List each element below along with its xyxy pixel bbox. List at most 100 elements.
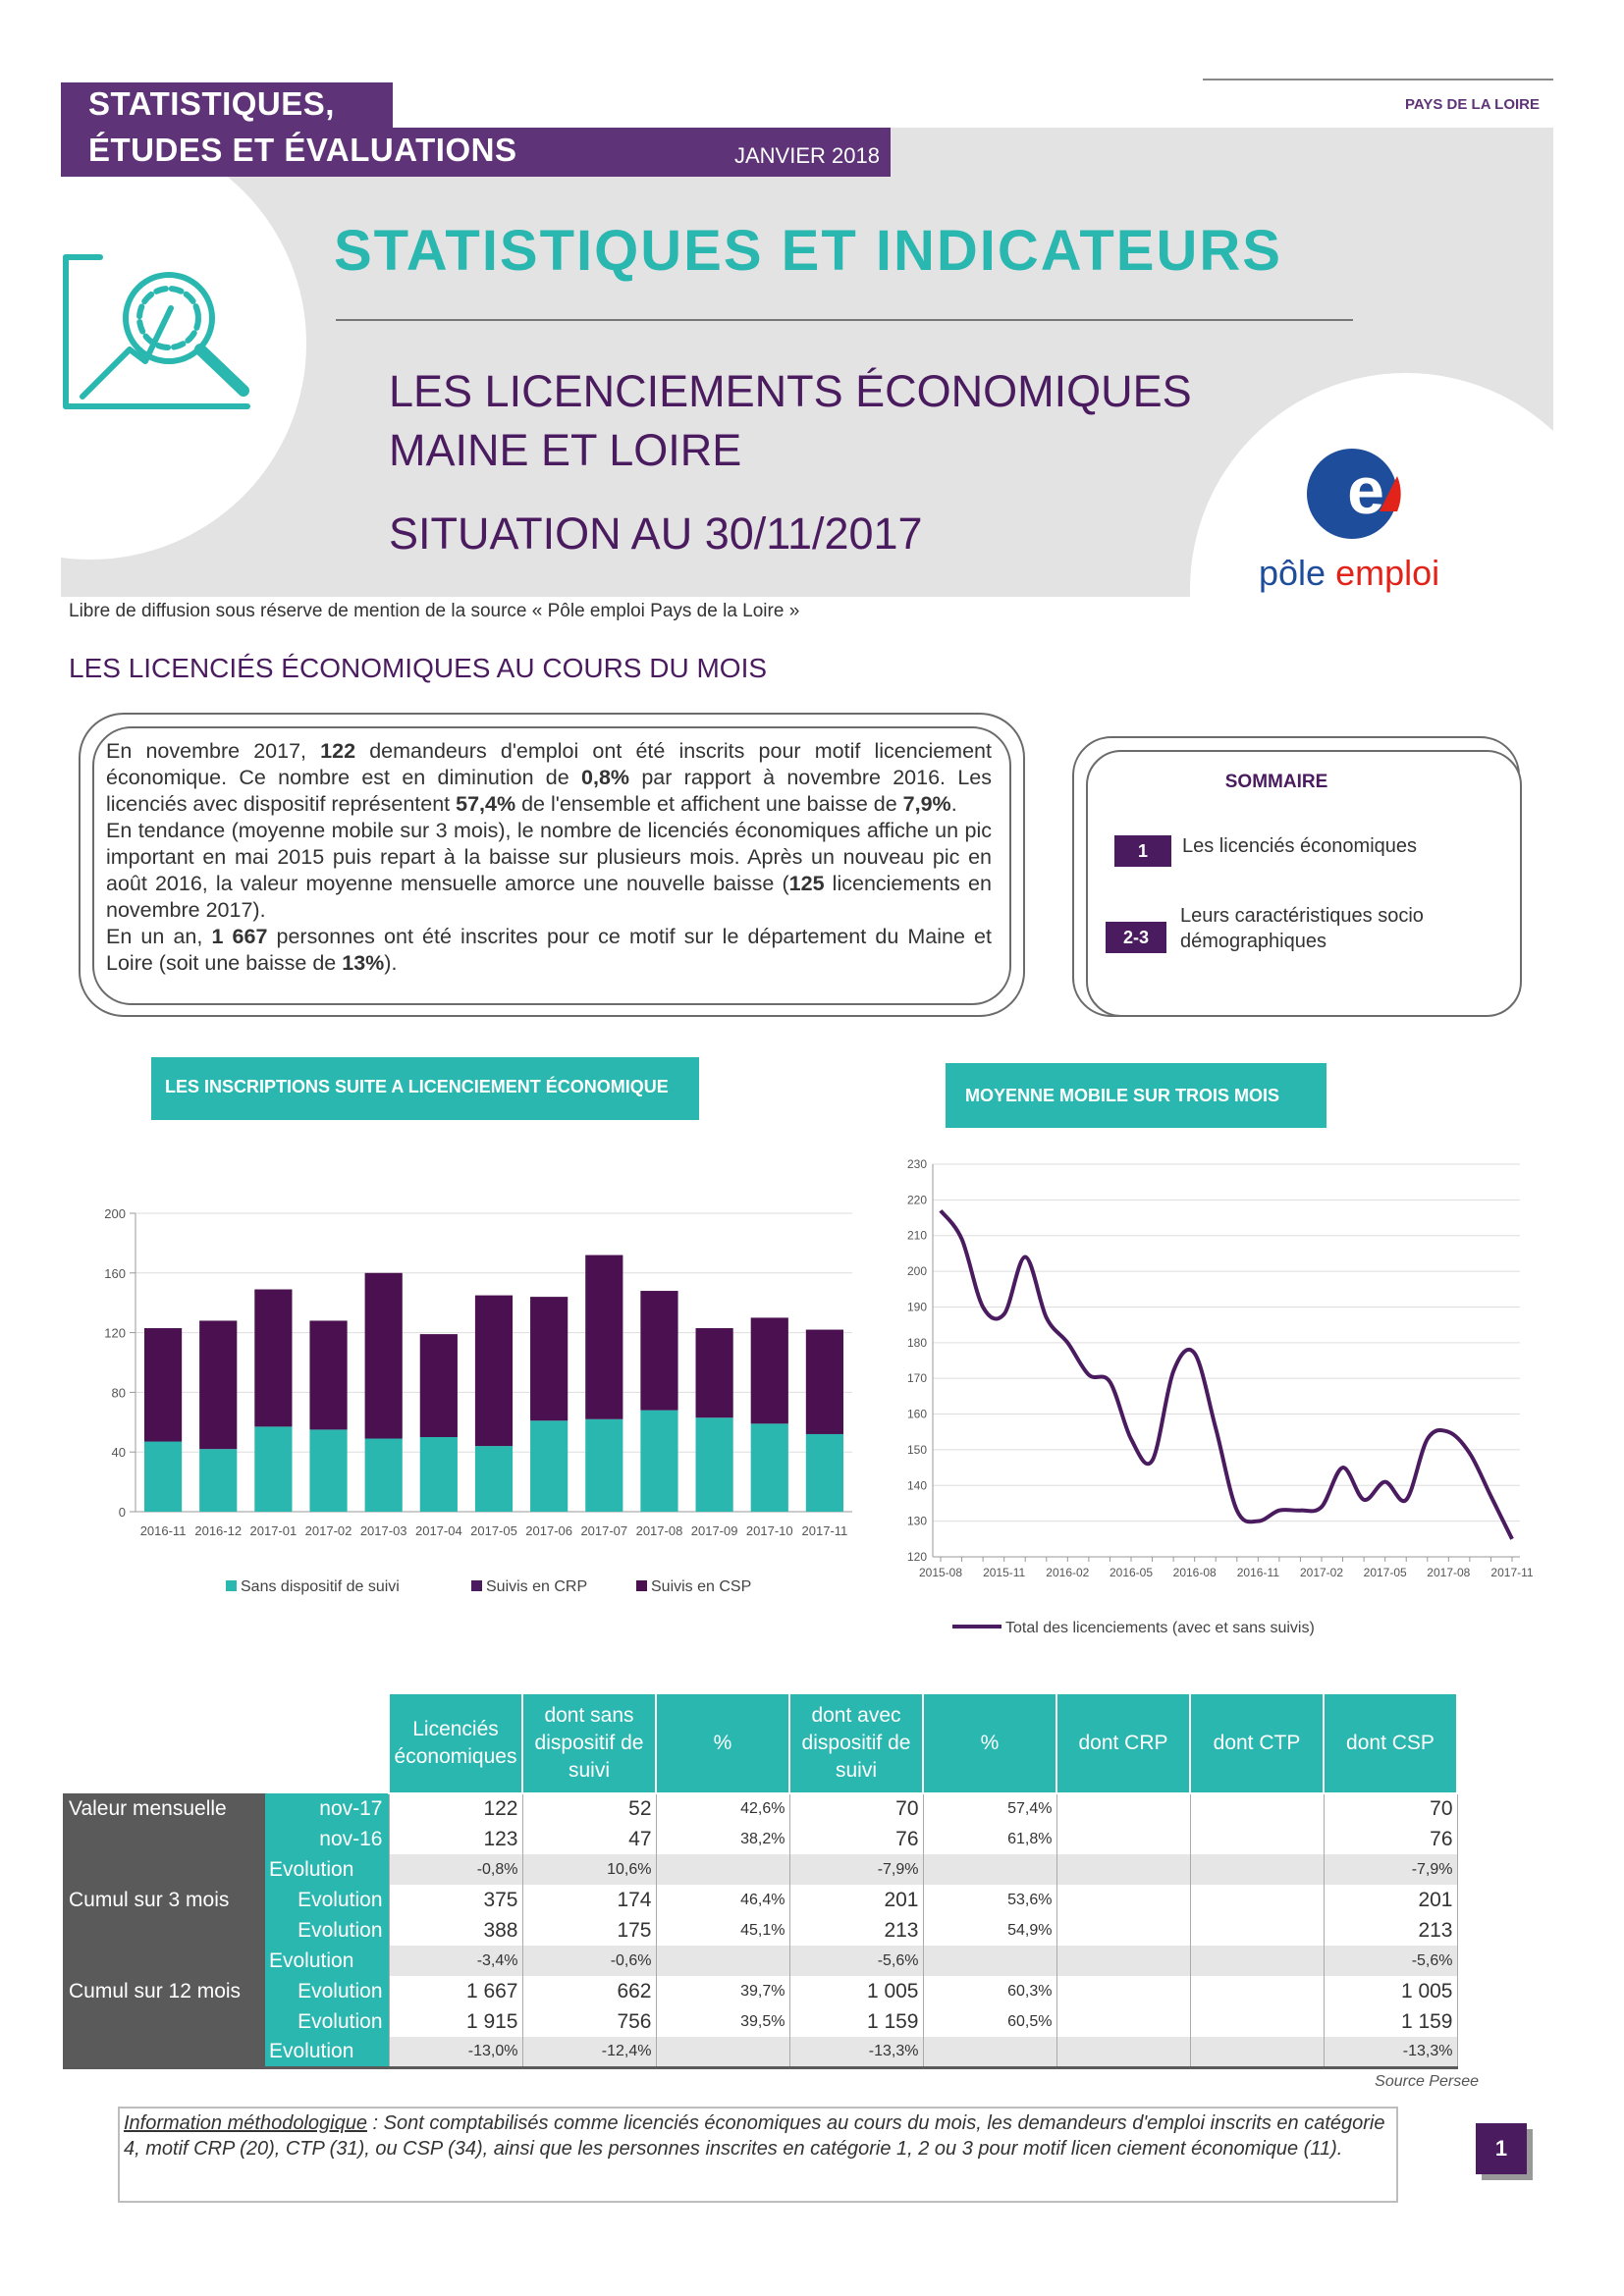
intro-value: 125 bbox=[788, 872, 825, 895]
table-cell: -13,3% bbox=[788, 2037, 924, 2067]
table-cell: 60,5% bbox=[922, 2006, 1057, 2037]
y-tick-label: 80 bbox=[112, 1385, 126, 1400]
table-cell bbox=[922, 1854, 1057, 1885]
table-cell: 39,7% bbox=[655, 1976, 790, 2006]
x-tick-label: 2017-01 bbox=[250, 1523, 298, 1538]
table-cell: 375 bbox=[388, 1885, 523, 1915]
y-tick-label: 220 bbox=[907, 1193, 927, 1206]
page-number: 1 bbox=[1476, 2123, 1527, 2174]
table-header-cell: dont CSP bbox=[1323, 1692, 1458, 1794]
series-line bbox=[939, 1208, 1514, 1540]
x-tick-label: 2017-11 bbox=[802, 1523, 848, 1538]
x-tick-label: 2016-08 bbox=[1173, 1566, 1217, 1579]
table-row: Evolution 388 175 45,1% 213 54,9% 213 bbox=[63, 1915, 1458, 1946]
table-cell: -7,9% bbox=[1323, 1854, 1458, 1885]
intro-text: En novembre 2017, 122 demandeurs d'emplo… bbox=[106, 739, 992, 975]
bar-segment bbox=[805, 1433, 844, 1512]
table-cell: 213 bbox=[1323, 1915, 1458, 1946]
band-line1: STATISTIQUES, bbox=[88, 85, 335, 122]
table-cell: -5,6% bbox=[1323, 1946, 1458, 1976]
bar-segment bbox=[695, 1328, 733, 1418]
region-label: PAYS DE LA LOIRE bbox=[1405, 96, 1540, 113]
y-tick-label: 210 bbox=[907, 1229, 927, 1243]
x-tick-label: 2017-02 bbox=[1300, 1566, 1343, 1579]
line-chart-title: MOYENNE MOBILE SUR TROIS MOIS bbox=[946, 1063, 1326, 1128]
table-cell: -3,4% bbox=[388, 1946, 523, 1976]
table-cell: 174 bbox=[521, 1885, 657, 1915]
table-row-label: nov-17 bbox=[265, 1793, 389, 1824]
table-row: Evolution -3,4% -0,6% -5,6% -5,6% bbox=[63, 1946, 1458, 1976]
bar-segment bbox=[143, 1441, 183, 1512]
table-row: Evolution 1 915 756 39,5% 1 159 60,5% 1 159 bbox=[63, 2006, 1458, 2037]
bar-segment bbox=[530, 1420, 568, 1512]
legend-label: Suivis en CSP bbox=[651, 1578, 751, 1595]
sommaire-item-number[interactable]: 1 bbox=[1114, 835, 1171, 867]
x-tick-label: 2017-02 bbox=[305, 1523, 352, 1538]
table-cell: 46,4% bbox=[655, 1885, 790, 1915]
main-title: STATISTIQUES ET INDICATEURS bbox=[334, 219, 1282, 283]
x-tick-label: 2017-11 bbox=[1490, 1566, 1533, 1579]
x-tick-label: 2016-11 bbox=[1237, 1566, 1279, 1579]
table-cell: -5,6% bbox=[788, 1946, 924, 1976]
sommaire-item-label[interactable]: Leurs caractéristiques socio démographiq… bbox=[1180, 905, 1424, 952]
table-header-row: Licenciés économiques dont sans dispositi… bbox=[63, 1692, 1458, 1794]
y-tick-label: 160 bbox=[907, 1408, 927, 1421]
subtitle-line3: SITUATION AU 30/11/2017 bbox=[389, 508, 923, 559]
methodology-body: : Sont comptabilisés comme licenciés éco… bbox=[124, 2112, 1385, 2160]
bar-segment bbox=[750, 1317, 788, 1424]
table-cell: 388 bbox=[388, 1915, 523, 1946]
table-cell bbox=[1189, 1854, 1325, 1885]
table-cell: 1 159 bbox=[1323, 2006, 1458, 2037]
x-tick-label: 2017-04 bbox=[415, 1523, 462, 1538]
table-cell bbox=[1056, 1793, 1191, 1824]
table-cell: 1 005 bbox=[788, 1976, 924, 2006]
band-line2: ÉTUDES ET ÉVALUATIONS bbox=[88, 132, 517, 168]
x-tick-label: 2017-08 bbox=[1427, 1566, 1470, 1579]
table-cell bbox=[1056, 1824, 1191, 1854]
bar-segment bbox=[419, 1334, 458, 1437]
y-tick-label: 130 bbox=[907, 1515, 927, 1528]
logo-wordmark: pôle emploi bbox=[1259, 553, 1439, 594]
table-header-cell: Licenciés économiques bbox=[388, 1692, 523, 1794]
legend-label: Suivis en CRP bbox=[486, 1578, 587, 1595]
table-cell: 122 bbox=[388, 1793, 523, 1824]
bar-segment bbox=[254, 1426, 293, 1512]
bar-segment bbox=[419, 1437, 458, 1512]
table-cell: 201 bbox=[788, 1885, 924, 1915]
line-chart: 120 130 140 150 160 170 180 190 200 210 220 230 2015… bbox=[907, 1157, 1534, 1636]
intro-value: 7,9% bbox=[902, 792, 951, 816]
intro-box bbox=[92, 726, 1011, 1005]
x-tick-label: 2017-08 bbox=[636, 1523, 683, 1538]
distribution-notice: Libre de diffusion sous réserve de menti… bbox=[69, 601, 800, 621]
table-cell bbox=[1189, 1824, 1325, 1854]
legend-swatch bbox=[471, 1580, 482, 1591]
x-tick-label: 2016-11 bbox=[140, 1523, 187, 1538]
sommaire-box bbox=[1086, 750, 1522, 1017]
sommaire-item-number[interactable]: 2-3 bbox=[1106, 922, 1166, 953]
table-row-label: Evolution bbox=[265, 1854, 389, 1885]
bar-chart: 0 40 80 120 160 200 2016-11 2016-12 2017-01 2017-… bbox=[104, 1206, 852, 1595]
table-cell: 61,8% bbox=[922, 1824, 1057, 1854]
bar-segment bbox=[364, 1272, 403, 1439]
x-tick-label: 2017-05 bbox=[470, 1523, 517, 1538]
table-cell bbox=[1189, 1915, 1325, 1946]
table-cell bbox=[1189, 1793, 1325, 1824]
bar-segment bbox=[805, 1329, 844, 1434]
bar-segment bbox=[640, 1410, 678, 1512]
table-row-label: Evolution bbox=[265, 1976, 389, 2006]
table-cell: 10,6% bbox=[521, 1854, 657, 1885]
intro-value: 122 bbox=[320, 739, 356, 763]
table-header-cell: dont CRP bbox=[1056, 1692, 1191, 1794]
title-rule bbox=[336, 319, 1353, 321]
table-cell: 53,6% bbox=[922, 1885, 1057, 1915]
table-cell: 175 bbox=[521, 1915, 657, 1946]
legend-swatch bbox=[226, 1580, 237, 1591]
table-cell: 52 bbox=[521, 1793, 657, 1824]
sommaire-item-label[interactable]: Les licenciés économiques bbox=[1182, 835, 1418, 857]
subtitle-line2: MAINE ET LOIRE bbox=[389, 425, 742, 475]
table-row-label: Evolution bbox=[265, 1946, 389, 1976]
bar-segment bbox=[474, 1446, 514, 1512]
bar-segment bbox=[143, 1328, 183, 1442]
table-header-cell: % bbox=[922, 1692, 1057, 1794]
table-cell: 47 bbox=[521, 1824, 657, 1854]
